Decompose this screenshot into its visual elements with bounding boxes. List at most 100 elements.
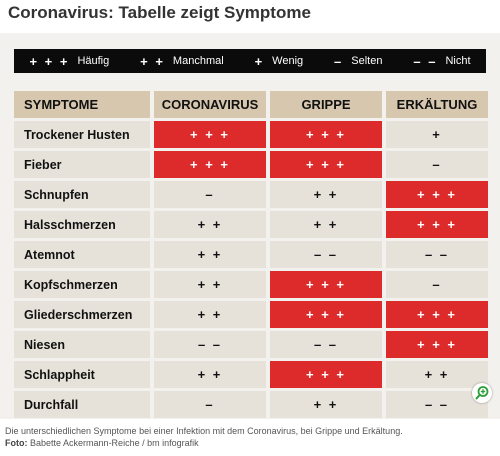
cell-coronavirus: + + [154, 301, 266, 328]
legend-symbol: + + + [29, 53, 70, 69]
cell-erkaeltung: – – [386, 391, 488, 418]
symptom-label: Kopfschmerzen [14, 271, 150, 298]
legend-item-selten: – Selten [334, 54, 382, 69]
header-grippe: GRIPPE [270, 91, 382, 118]
symptom-table: SYMPTOME CORONAVIRUS GRIPPE ERKÄLTUNG Tr… [14, 91, 488, 418]
frequency-symbol: + + + [190, 127, 230, 142]
frequency-symbol: – – [424, 247, 450, 262]
credit-label: Foto: [5, 438, 28, 448]
legend-symbol: – [334, 53, 344, 69]
frequency-symbol: – – [313, 337, 339, 352]
cell-grippe: + + + [270, 151, 382, 178]
cell-grippe: – – [270, 241, 382, 268]
frequency-symbol: + + + [306, 277, 346, 292]
legend-symbol: + [254, 53, 265, 69]
magnifier-plus-icon-graphic [475, 386, 489, 400]
legend-label: Häufig [77, 55, 110, 67]
frequency-symbol: – [205, 187, 215, 202]
legend-item-wenig: + Wenig [255, 54, 304, 69]
cell-coronavirus: + + [154, 271, 266, 298]
cell-erkaeltung: + + + [386, 211, 488, 238]
symptom-label: Halsschmerzen [14, 211, 150, 238]
frequency-symbol: – [432, 277, 442, 292]
frequency-symbol: + + + [306, 307, 346, 322]
legend-label: Wenig [272, 55, 304, 67]
cell-grippe: + + + [270, 301, 382, 328]
credit-text: Babette Ackermann-Reiche / bm infografik [30, 438, 199, 448]
page-title: Coronavirus: Tabelle zeigt Symptome [8, 3, 311, 22]
legend-symbol: + + [140, 53, 165, 69]
cell-coronavirus: + + + [154, 151, 266, 178]
frequency-symbol: + + [313, 397, 339, 412]
frequency-symbol: + + [197, 247, 223, 262]
cell-erkaeltung: – [386, 151, 488, 178]
frequency-symbol: + + [197, 307, 223, 322]
symptom-label: Schnupfen [14, 181, 150, 208]
legend-label: Selten [351, 55, 383, 67]
legend-item-haeufig: + + + Häufig [29, 54, 109, 69]
cell-coronavirus: – [154, 391, 266, 418]
cell-grippe: + + [270, 211, 382, 238]
cell-grippe: + + [270, 181, 382, 208]
caption-credit: Foto: Babette Ackermann-Reiche / bm info… [5, 437, 403, 449]
frequency-symbol: + + [197, 367, 223, 382]
frequency-symbol: – [205, 397, 215, 412]
frequency-symbol: + + + [306, 157, 346, 172]
legend-symbol: – – [413, 53, 438, 69]
frequency-symbol: + + [197, 277, 223, 292]
frequency-symbol: – – [424, 397, 450, 412]
magnifier-plus-icon[interactable] [472, 383, 492, 403]
cell-coronavirus: – – [154, 331, 266, 358]
frequency-symbol: – – [197, 337, 223, 352]
symptom-label: Trockener Husten [14, 121, 150, 148]
cell-grippe: + + + [270, 121, 382, 148]
frequency-symbol: + + + [417, 187, 457, 202]
cell-grippe: – – [270, 331, 382, 358]
legend-item-manchmal: + + Manchmal [140, 54, 224, 69]
cell-coronavirus: + + + [154, 121, 266, 148]
cell-coronavirus: + + [154, 361, 266, 388]
cell-erkaeltung: + + [386, 361, 488, 388]
cell-erkaeltung: – – [386, 241, 488, 268]
cell-grippe: + + [270, 391, 382, 418]
image-caption: Die unterschiedlichen Symptome bei einer… [5, 425, 403, 449]
symptom-label: Niesen [14, 331, 150, 358]
frequency-symbol: + + + [417, 307, 457, 322]
cell-coronavirus: + + [154, 241, 266, 268]
symptom-label: Durchfall [14, 391, 150, 418]
cell-erkaeltung: + + + [386, 331, 488, 358]
cell-erkaeltung: + + + [386, 301, 488, 328]
frequency-symbol: – – [313, 247, 339, 262]
frequency-symbol: + + [313, 217, 339, 232]
header-coronavirus: CORONAVIRUS [154, 91, 266, 118]
cell-coronavirus: + + [154, 211, 266, 238]
frequency-symbol: + + + [417, 217, 457, 232]
cell-erkaeltung: + [386, 121, 488, 148]
symptom-label: Schlappheit [14, 361, 150, 388]
symptom-label: Atemnot [14, 241, 150, 268]
header-erkaeltung: ERKÄLTUNG [386, 91, 488, 118]
legend-bar: + + + Häufig + + Manchmal + Wenig – Selt… [14, 49, 486, 73]
frequency-symbol: + [432, 127, 442, 142]
header-symptome: SYMPTOME [14, 91, 150, 118]
caption-text: Die unterschiedlichen Symptome bei einer… [5, 426, 403, 436]
cell-coronavirus: – [154, 181, 266, 208]
frequency-symbol: – [432, 157, 442, 172]
frequency-symbol: + + + [417, 337, 457, 352]
frequency-symbol: + + [424, 367, 450, 382]
frequency-symbol: + + [313, 187, 339, 202]
symptom-infographic: + + + Häufig + + Manchmal + Wenig – Selt… [0, 33, 500, 419]
cell-erkaeltung: + + + [386, 181, 488, 208]
legend-item-nicht: – – Nicht [413, 54, 470, 69]
legend-label: Manchmal [172, 55, 224, 67]
cell-grippe: + + + [270, 361, 382, 388]
frequency-symbol: + + + [306, 367, 346, 382]
cell-erkaeltung: – [386, 271, 488, 298]
frequency-symbol: + + + [190, 157, 230, 172]
symptom-label: Fieber [14, 151, 150, 178]
frequency-symbol: + + + [306, 127, 346, 142]
frequency-symbol: + + [197, 217, 223, 232]
legend-label: Nicht [445, 55, 471, 67]
cell-grippe: + + + [270, 271, 382, 298]
symptom-label: Gliederschmerzen [14, 301, 150, 328]
